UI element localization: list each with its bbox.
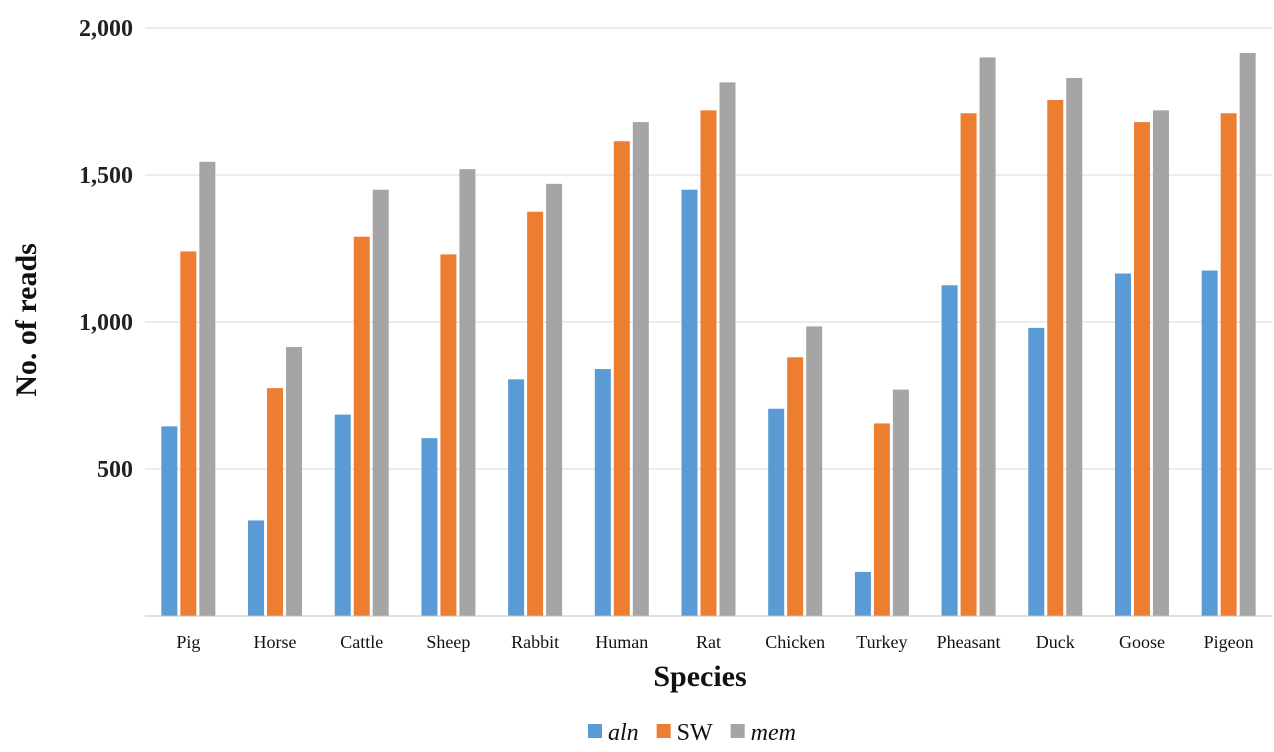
x-tick-label: Duck bbox=[1036, 632, 1075, 652]
legend: aln SW mem bbox=[588, 720, 796, 746]
bar-aln-duck bbox=[1028, 327, 1045, 616]
bar-aln-horse bbox=[248, 520, 265, 616]
legend-label-sw: SW bbox=[677, 720, 713, 746]
y-tick-label: 500 bbox=[97, 457, 133, 483]
bar-mem-rat bbox=[719, 82, 736, 616]
bar-sw-sheep bbox=[440, 254, 457, 616]
legend-label-mem: mem bbox=[751, 720, 796, 746]
bar-sw-pigeon bbox=[1220, 113, 1237, 616]
y-tick-label: 1,500 bbox=[79, 163, 133, 189]
x-tick-label: Horse bbox=[254, 632, 297, 652]
bar-sw-rat bbox=[700, 110, 717, 616]
bar-aln-sheep bbox=[421, 438, 438, 616]
bar-mem-goose bbox=[1152, 110, 1169, 616]
bar-mem-horse bbox=[286, 346, 303, 616]
bar-sw-horse bbox=[267, 388, 284, 616]
legend-swatch-aln bbox=[588, 724, 602, 738]
x-axis-title: Species bbox=[653, 660, 746, 693]
x-tick-label: Cattle bbox=[340, 632, 383, 652]
legend-swatch-mem bbox=[730, 724, 745, 738]
bar-mem-sheep bbox=[459, 169, 476, 616]
bar-sw-duck bbox=[1047, 100, 1064, 616]
bar-aln-rat bbox=[681, 189, 698, 616]
bar-mem-turkey bbox=[892, 389, 909, 616]
x-tick-label: Rat bbox=[696, 632, 721, 652]
bar-sw-goose bbox=[1133, 122, 1150, 616]
bar-sw-human bbox=[613, 141, 630, 616]
bar-sw-turkey bbox=[873, 423, 890, 616]
bar-aln-pig bbox=[161, 426, 178, 616]
bar-mem-duck bbox=[1066, 77, 1083, 617]
x-tick-label: Human bbox=[595, 632, 648, 652]
bar-sw-rabbit bbox=[527, 211, 544, 616]
y-axis-title: No. of reads bbox=[10, 243, 43, 397]
bar-aln-pheasant bbox=[941, 285, 958, 616]
legend-label-aln: aln bbox=[608, 720, 639, 746]
x-tick-label: Turkey bbox=[856, 632, 907, 652]
bar-aln-goose bbox=[1114, 273, 1131, 616]
bar-aln-rabbit bbox=[508, 379, 525, 616]
x-tick-label: Pig bbox=[176, 632, 200, 652]
bar-mem-pigeon bbox=[1239, 52, 1256, 617]
bar-mem-cattle bbox=[372, 189, 389, 616]
bar-sw-chicken bbox=[787, 357, 804, 616]
bar-sw-pig bbox=[180, 251, 197, 616]
bar-mem-pig bbox=[199, 161, 216, 616]
bar-aln-chicken bbox=[768, 408, 785, 616]
bar-sw-cattle bbox=[353, 236, 370, 617]
bar-aln-cattle bbox=[334, 414, 351, 616]
x-tick-label: Pigeon bbox=[1204, 632, 1254, 652]
bar-sw-pheasant bbox=[960, 113, 977, 616]
x-tick-label: Rabbit bbox=[511, 632, 559, 652]
x-tick-label: Goose bbox=[1119, 632, 1165, 652]
bar-mem-rabbit bbox=[546, 183, 563, 616]
y-axis-ticks: 500 1,000 1,500 2,000 bbox=[79, 16, 133, 483]
x-tick-label: Sheep bbox=[426, 632, 470, 652]
bar-mem-human bbox=[632, 122, 649, 616]
bar-aln-human bbox=[594, 369, 611, 616]
bars bbox=[161, 52, 1256, 617]
y-tick-label: 2,000 bbox=[79, 16, 133, 42]
bar-mem-chicken bbox=[806, 326, 823, 616]
x-tick-label: Chicken bbox=[765, 632, 825, 652]
bar-mem-pheasant bbox=[979, 57, 996, 616]
x-tick-label: Pheasant bbox=[937, 632, 1001, 652]
legend-swatch-sw bbox=[656, 724, 671, 738]
bar-aln-turkey bbox=[854, 571, 871, 616]
y-tick-label: 1,000 bbox=[79, 310, 133, 336]
bar-aln-pigeon bbox=[1201, 270, 1218, 616]
x-axis-ticks: Pig Horse Cattle Sheep Rabbit Human Rat Chicken… bbox=[176, 632, 1253, 652]
